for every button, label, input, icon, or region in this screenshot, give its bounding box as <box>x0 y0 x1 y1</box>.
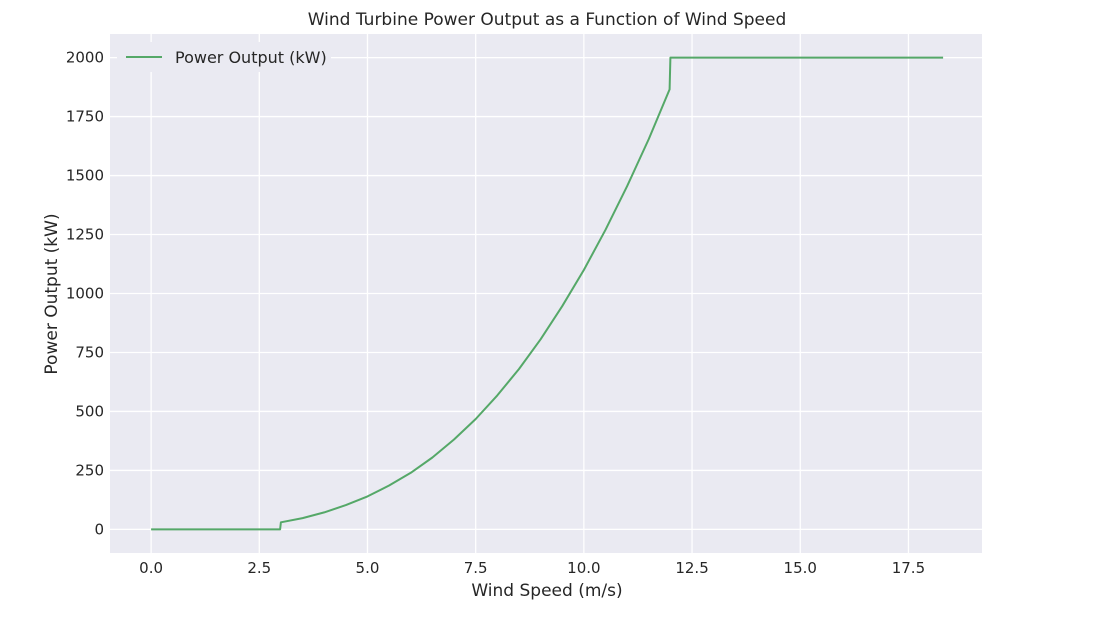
y-tick-label: 1500 <box>66 167 104 185</box>
legend-label: Power Output (kW) <box>175 48 327 67</box>
y-axis-label: Power Output (kW) <box>42 213 62 374</box>
x-tick-label: 12.5 <box>675 559 708 577</box>
x-tick-label: 10.0 <box>567 559 600 577</box>
y-tick-label: 500 <box>75 402 104 420</box>
legend: Power Output (kW) <box>117 42 331 72</box>
x-tick-label: 17.5 <box>892 559 925 577</box>
y-tick-label: 1000 <box>66 285 104 303</box>
y-tick-label: 750 <box>75 343 104 361</box>
x-tick-label: 7.5 <box>464 559 488 577</box>
y-axis-ticks: 0 250 500 750 1000 1250 1500 1750 2000 <box>66 49 104 539</box>
x-axis-label: Wind Speed (m/s) <box>471 581 622 601</box>
y-tick-label: 1250 <box>66 226 104 244</box>
y-tick-label: 250 <box>75 461 104 479</box>
chart-title: Wind Turbine Power Output as a Function … <box>308 10 787 30</box>
y-tick-label: 1750 <box>66 108 104 126</box>
series-line <box>151 56 944 531</box>
x-tick-label: 5.0 <box>356 559 380 577</box>
x-axis-ticks: 0.0 2.5 5.0 7.5 10.0 12.5 15.0 17.5 <box>139 559 925 577</box>
y-tick-label: 0 <box>94 520 104 538</box>
series-layer <box>151 56 944 531</box>
y-tick-label: 2000 <box>66 49 104 67</box>
x-tick-label: 15.0 <box>784 559 817 577</box>
x-tick-label: 2.5 <box>247 559 271 577</box>
x-tick-label: 0.0 <box>139 559 163 577</box>
